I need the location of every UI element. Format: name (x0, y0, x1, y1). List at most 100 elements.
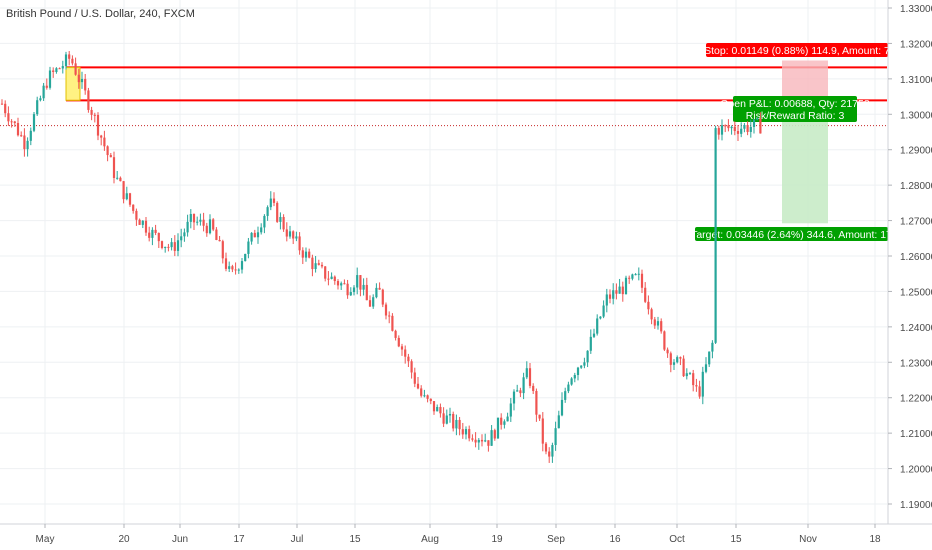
time-tick-label: 16 (609, 534, 621, 545)
candle-body (743, 125, 746, 129)
candle-body (746, 125, 749, 132)
open-pl-label[interactable]: Open P&L: 0.00688, Qty: 21758Risk/Reward… (720, 96, 870, 122)
candle-body (234, 269, 237, 271)
candle-body (80, 78, 84, 83)
candle-body (103, 137, 106, 147)
candle-body (420, 388, 423, 396)
candle-body (720, 125, 724, 135)
stop-zone[interactable] (782, 60, 828, 101)
candle-body (109, 155, 112, 158)
candle-body (477, 439, 480, 443)
candle-body (624, 277, 628, 295)
price-tick-label: 1.33000 (900, 4, 932, 15)
candle-body (151, 229, 154, 238)
candle-body (586, 350, 589, 363)
candle-body (564, 391, 567, 400)
candle-body (474, 439, 477, 443)
candle-body (544, 443, 548, 452)
candle-body (224, 258, 228, 269)
candle-body (148, 232, 151, 238)
candle-body (432, 401, 436, 412)
price-axis-bg[interactable] (888, 0, 932, 550)
candle-body (423, 395, 426, 397)
candle-body (724, 125, 727, 127)
candle-body (576, 367, 580, 376)
price-tick-label: 1.25000 (900, 287, 932, 298)
time-tick-label: 15 (730, 534, 742, 545)
candle-body (55, 68, 58, 72)
supply-zone[interactable] (65, 66, 81, 101)
candle-body (10, 121, 13, 123)
candle-body (141, 220, 144, 225)
candle-body (532, 385, 535, 391)
candle-body (672, 362, 676, 365)
candle-body (708, 351, 711, 365)
candle-body (650, 309, 653, 320)
stop-label[interactable]: Stop: 0.01149 (0.88%) 114.9, Amount: 7 (704, 43, 890, 57)
candle-body (605, 294, 608, 306)
candle-body (660, 321, 663, 332)
candle-body (663, 331, 666, 350)
candle-body (410, 361, 413, 373)
price-tick-label: 1.29000 (900, 146, 932, 157)
candle-body (506, 416, 509, 422)
candle-body (68, 54, 71, 59)
price-tick-label: 1.30000 (900, 110, 932, 121)
candle-body (704, 364, 708, 372)
candle-body (509, 403, 512, 417)
candle-body (4, 103, 7, 114)
time-tick-label: 18 (869, 534, 881, 545)
candle-body (727, 125, 730, 129)
stop-label-text: Stop: 0.01149 (0.88%) 114.9, Amount: 7 (704, 45, 890, 57)
candle-body (362, 284, 365, 290)
price-axis[interactable]: 1.33000 1.32000 1.31000 1.30000 1.29000 1.280… (887, 0, 932, 550)
candle-body (749, 126, 752, 132)
candle-body (468, 429, 471, 439)
candle-body (336, 281, 340, 286)
candle-body (39, 98, 42, 101)
candle-body (212, 219, 215, 230)
candle-body (666, 349, 669, 354)
candle-body (439, 406, 442, 414)
position-tool[interactable]: Stop: 0.01149 (0.88%) 114.9, Amount: 7 Ta… (691, 43, 892, 241)
candle-body (20, 135, 23, 137)
price-tick-label: 1.24000 (900, 323, 932, 334)
candle-body (404, 349, 407, 357)
candle-body (695, 385, 698, 387)
candle-body (330, 276, 333, 279)
time-tick-label: 20 (118, 534, 130, 545)
candle-body (570, 378, 573, 385)
candle-body (522, 377, 525, 394)
candle-body (656, 321, 660, 326)
candle-body (602, 305, 605, 317)
time-axis[interactable]: May 20 Jun 17 Jul 15 Aug 19 Sep 16 Oct 15 Nov 18 (0, 523, 932, 545)
target-label[interactable]: Target: 0.03446 (2.64%) 344.6, Amount: 1… (691, 227, 892, 241)
target-label-text: Target: 0.03446 (2.64%) 344.6, Amount: 1… (691, 229, 892, 241)
candle-body (231, 266, 234, 270)
candle-body (317, 263, 320, 265)
candle-body (359, 275, 362, 290)
candle-body (52, 70, 55, 72)
candle-body (500, 417, 503, 425)
highlight-rectangle[interactable] (65, 66, 81, 101)
candle-body (692, 373, 695, 386)
candle-body (157, 233, 160, 242)
candle-body (608, 294, 612, 299)
candle-body (247, 241, 250, 254)
candle-body (647, 301, 650, 310)
candle-body (634, 274, 637, 276)
candle-body (106, 146, 109, 156)
candle-body (340, 283, 343, 286)
candle-body (455, 419, 458, 429)
candle-body (426, 395, 429, 399)
candle-body (144, 220, 148, 233)
candle-body (698, 386, 701, 397)
price-tick-label: 1.22000 (900, 394, 932, 405)
candle-body (496, 417, 500, 439)
candle-body (160, 241, 164, 248)
candle-body (93, 114, 96, 116)
candle-body (388, 315, 391, 317)
candle-body (132, 204, 135, 211)
candle-body (279, 216, 282, 222)
